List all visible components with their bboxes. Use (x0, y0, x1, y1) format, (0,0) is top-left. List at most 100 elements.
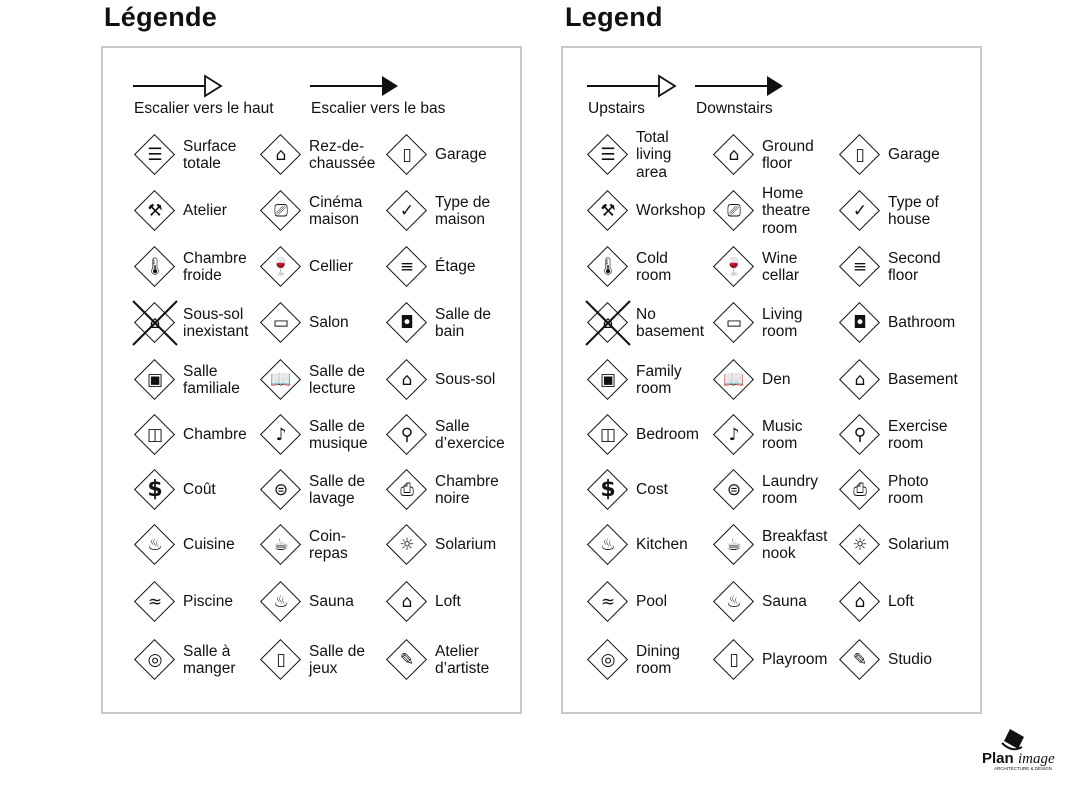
house-layers-icon: ☰ (586, 133, 630, 177)
legend-item-label: Surface totale (183, 137, 237, 173)
legend-item: ♪ Music room (712, 407, 802, 463)
legend-item-label: Cinéma maison (309, 193, 363, 229)
legend-item-label: Photo room (888, 472, 929, 508)
legend-item-label: Sauna (309, 593, 354, 611)
legend-item: ⎙ Photo room (838, 462, 929, 518)
legend-item: ≡ Second floor (838, 239, 941, 295)
legend-item-label: Loft (888, 593, 914, 611)
door-icon: ▯ (259, 638, 303, 682)
legend-item-label: Chambre (183, 426, 247, 444)
legend-item: 📖 Den (712, 352, 790, 408)
english-legend-panel (561, 46, 982, 714)
legend-item: ⊜ Laundry room (712, 462, 818, 518)
stairs-down-arrow-icon (695, 76, 783, 96)
legend-item-label: Cuisine (183, 536, 235, 554)
tv-icon: ▣ (133, 358, 177, 402)
legend-item: ◘ Bathroom (838, 295, 955, 351)
legend-item: ☼ Solarium (385, 517, 496, 573)
legend-item-label: Type de maison (435, 193, 491, 229)
legend-item-label: Garage (888, 146, 940, 164)
coffee-cup-icon: ☕ (259, 523, 303, 567)
legend-item: ⌂ Basement (838, 352, 958, 408)
legend-item-label: Studio (888, 651, 932, 669)
legend-item-label: Playroom (762, 651, 828, 669)
legend-item-label: Salle de musique (309, 417, 368, 453)
legend-item-label: Salle de jeux (309, 642, 366, 678)
washer-icon: ⊜ (259, 468, 303, 512)
legend-item-label: Salon (309, 314, 349, 332)
swimmer-icon: ≈ (586, 580, 630, 624)
pot-icon: ♨ (586, 523, 630, 567)
legend-item: ▯ Salle de jeux (259, 632, 365, 688)
stairs-down-arrow-icon (310, 76, 398, 96)
wine-icon: 🍷 (712, 245, 756, 289)
sun-icon: ☼ (838, 523, 882, 567)
legend-item-label: Bedroom (636, 426, 699, 444)
stairs-up-label: Escalier vers le haut (134, 100, 274, 117)
book-icon: 📖 (712, 358, 756, 402)
legend-item: ▯ Playroom (712, 632, 827, 688)
legend-item-label: Sauna (762, 593, 807, 611)
legend-item-label: Salle familiale (183, 362, 240, 398)
legend-item: ≈ Pool (586, 574, 667, 630)
stairs-up-arrow-icon (587, 74, 677, 98)
car-icon: ▯ (385, 133, 429, 177)
legend-item-label: Coin- repas (309, 527, 348, 563)
barbell-icon: ⚲ (385, 413, 429, 457)
stairs-down-label: Downstairs (696, 100, 773, 117)
pot-icon: ♨ (133, 523, 177, 567)
legend-item: ▭ Living room (712, 295, 803, 351)
thermometer-icon: 🌡 (133, 245, 177, 289)
legend-item-label: Salle de lecture (309, 362, 366, 398)
camera-icon: ⎙ (838, 468, 882, 512)
legend-item-label: Exercise room (888, 417, 948, 453)
house-layers-icon: ☰ (133, 133, 177, 177)
legend-item: ⎙ Chambre noire (385, 462, 499, 518)
legend-item: ⎚ Home theatre room (712, 183, 810, 239)
svg-text:ARCHITECTURE & DESIGN: ARCHITECTURE & DESIGN (994, 766, 1052, 771)
plate-icon: ◎ (586, 638, 630, 682)
palette-icon: ✎ (838, 638, 882, 682)
legend-item-label: Chambre noire (435, 472, 499, 508)
legend-item: ⌂ Loft (838, 574, 914, 630)
legend-item: 🌡 Cold room (586, 239, 671, 295)
sauna-icon: ♨ (259, 580, 303, 624)
legend-item-label: Laundry room (762, 472, 819, 508)
legend-item: ☕ Breakfast nook (712, 517, 827, 573)
legend-item: ♪ Salle de musique (259, 407, 368, 463)
legend-item-label: Garage (435, 146, 487, 164)
toilet-icon: ◘ (385, 301, 429, 345)
legend-item: ✎ Studio (838, 632, 932, 688)
legend-item: ▣ Family room (586, 352, 682, 408)
bed-icon: ◫ (133, 413, 177, 457)
legend-item: 🌡 Chambre froide (133, 239, 247, 295)
legend-item: 🍷 Cellier (259, 239, 353, 295)
legend-item: ✓ Type de maison (385, 183, 490, 239)
legend-item-label: Salle à manger (183, 642, 236, 678)
basement-icon: ⌂ (385, 358, 429, 402)
legend-item: ☼ Solarium (838, 517, 949, 573)
stairs-down-label: Escalier vers le bas (311, 100, 446, 117)
legend-item-label: Wine cellar (762, 249, 800, 285)
legend-item: ◎ Dining room (586, 632, 680, 688)
palette-icon: ✎ (385, 638, 429, 682)
legend-item: ♨ Sauna (712, 574, 807, 630)
legend-item: ✓ Type of house (838, 183, 939, 239)
legend-item-label: Salle de lavage (309, 472, 366, 508)
legend-item-label: Second floor (888, 249, 941, 285)
legend-item: $ Coût (133, 462, 216, 518)
legend-item: ⌂ Loft (385, 574, 461, 630)
legend-item-label: Breakfast nook (762, 527, 828, 563)
swimmer-icon: ≈ (133, 580, 177, 624)
legend-item: ◎ Salle à manger (133, 632, 236, 688)
legend-item-label: Coût (183, 481, 216, 499)
projector-icon: ⎚ (712, 189, 756, 233)
legend-item-label: Cellier (309, 258, 353, 276)
coffee-cup-icon: ☕ (712, 523, 756, 567)
music-note-icon: ♪ (259, 413, 303, 457)
legend-item-label: Music room (762, 417, 803, 453)
legend-item-label: Basement (888, 371, 958, 389)
legend-item: 📖 Salle de lecture (259, 352, 365, 408)
legend-item-label: Pool (636, 593, 668, 611)
legend-item-label: Atelier d’artiste (435, 642, 490, 678)
